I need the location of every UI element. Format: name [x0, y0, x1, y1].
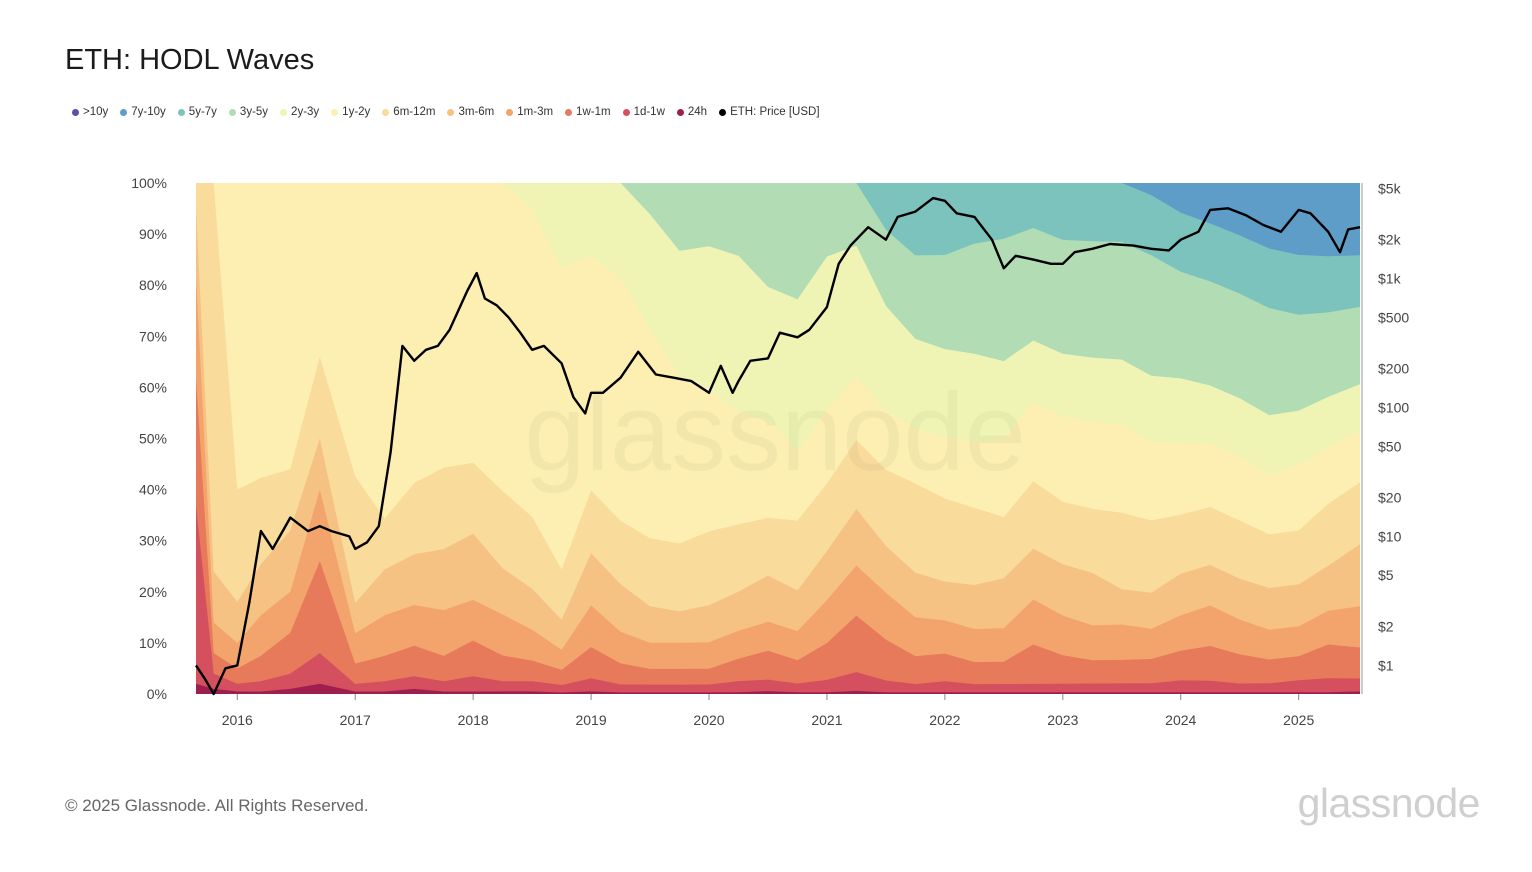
legend-swatch: [72, 108, 79, 116]
legend-label: 2y-3y: [291, 106, 320, 118]
area-series: [196, 208, 1360, 694]
legend-swatch: [280, 108, 288, 116]
legend-label: 1y-2y: [342, 106, 371, 118]
legend-swatch: [382, 108, 390, 116]
legend-swatch: [228, 108, 236, 116]
y-left-tick-label: 90%: [139, 226, 167, 242]
legend-item[interactable]: 1w-1m: [565, 106, 611, 118]
x-tick-label: 2022: [929, 712, 960, 728]
y-left-tick-label: 50%: [139, 431, 167, 447]
legend-label: 1d-1w: [633, 106, 665, 118]
y-left-tick-label: 70%: [139, 328, 167, 344]
legend-item[interactable]: 2y-3y: [280, 106, 319, 118]
y-right-tick-label: $5k: [1378, 180, 1402, 196]
legend-item[interactable]: 6m-12m: [382, 106, 435, 118]
legend-item[interactable]: 1m-3m: [506, 106, 553, 118]
series-areas: [196, 183, 1360, 694]
x-tick-label: 2018: [458, 712, 489, 728]
x-tick-label: 2025: [1283, 712, 1314, 728]
copyright-footer: © 2025 Glassnode. All Rights Reserved.: [65, 796, 369, 815]
legend-item-price[interactable]: ETH: Price [USD]: [719, 106, 820, 118]
legend-item[interactable]: 24h: [676, 106, 708, 118]
y-right-tick-label: $20: [1378, 490, 1402, 506]
legend-item[interactable]: 3m-6m: [447, 106, 494, 118]
legend-label: 24h: [687, 106, 708, 118]
legend-label: >10y: [83, 106, 109, 118]
legend-item[interactable]: 7y-10y: [120, 106, 166, 118]
legend-label: 3y-5y: [239, 106, 269, 118]
legend-swatch: [719, 108, 727, 116]
chart-title: ETH: HODL Waves: [65, 44, 315, 76]
x-tick-label: 2023: [1047, 712, 1078, 728]
y-left-tick-label: 30%: [139, 533, 167, 549]
y-left-tick-label: 20%: [139, 584, 167, 600]
legend: >10y 7y-10y 5y-7y 3y-5y 2y-3y 1y-2y 6m-12m 3m-6…: [72, 106, 832, 118]
legend-swatch: [120, 108, 128, 116]
legend-item[interactable]: 1d-1w: [622, 106, 665, 118]
legend-swatch: [676, 108, 684, 116]
y-right-tick-label: $2k: [1378, 232, 1402, 248]
y-left-tick-label: 60%: [139, 379, 167, 395]
legend-swatch: [622, 108, 630, 116]
y-left-tick-label: 40%: [139, 482, 167, 498]
legend-label: 7y-10y: [131, 106, 166, 118]
legend-swatch: [565, 108, 573, 116]
legend-label: 6m-12m: [393, 106, 436, 118]
y-right-tick-label: $10: [1378, 528, 1402, 544]
legend-label: 1w-1m: [576, 106, 611, 118]
legend-label: 1m-3m: [517, 106, 554, 118]
x-tick-label: 2021: [811, 712, 842, 728]
area-series: [196, 683, 1360, 694]
x-tick-label: 2016: [222, 712, 253, 728]
left-axis: 0% 10% 20% 30% 40% 50% 60% 70% 80% 90% 100%: [131, 175, 167, 702]
legend-swatch: [177, 108, 185, 116]
legend-item[interactable]: 1y-2y: [331, 106, 370, 118]
legend-label: 3m-6m: [458, 106, 495, 118]
y-left-tick-label: 80%: [139, 277, 167, 293]
legend-item[interactable]: >10y: [72, 106, 108, 118]
right-axis: $1 $2 $5 $10 $20 $50 $100 $200 $500 $1k $2k $5k: [1378, 180, 1409, 673]
y-left-tick-label: 100%: [131, 175, 167, 191]
legend-swatch: [506, 108, 514, 116]
y-right-tick-label: $200: [1378, 361, 1409, 377]
legend-item[interactable]: 3y-5y: [228, 106, 269, 118]
y-right-tick-label: $50: [1378, 438, 1402, 454]
x-tick-label: 2019: [575, 712, 606, 728]
y-right-tick-label: $500: [1378, 309, 1409, 325]
price-line: [195, 196, 1361, 696]
y-right-tick-label: $2: [1378, 619, 1394, 635]
watermark: glassnode: [524, 371, 1026, 494]
y-left-tick-label: 10%: [139, 635, 167, 651]
x-tick-label: 2024: [1165, 712, 1196, 728]
x-axis: 2016 2017 2018 2019 2020 2021 2022 2023 2024 2025: [222, 694, 1314, 728]
legend-label: 5y-7y: [188, 106, 217, 118]
glassnode-logo: glassnode: [1297, 780, 1481, 826]
y-right-tick-label: $1: [1378, 657, 1394, 673]
y-right-tick-label: $1k: [1378, 270, 1402, 286]
x-tick-label: 2020: [693, 712, 724, 728]
area-series: [196, 504, 1360, 694]
legend-item[interactable]: 5y-7y: [177, 106, 217, 118]
y-left-tick-label: 0%: [147, 686, 167, 702]
y-right-tick-label: $100: [1378, 399, 1409, 415]
x-tick-label: 2017: [340, 712, 371, 728]
y-right-tick-label: $5: [1378, 567, 1394, 583]
legend-label: ETH: Price [USD]: [730, 106, 820, 118]
legend-swatch: [331, 108, 339, 116]
legend-swatch: [447, 108, 455, 116]
